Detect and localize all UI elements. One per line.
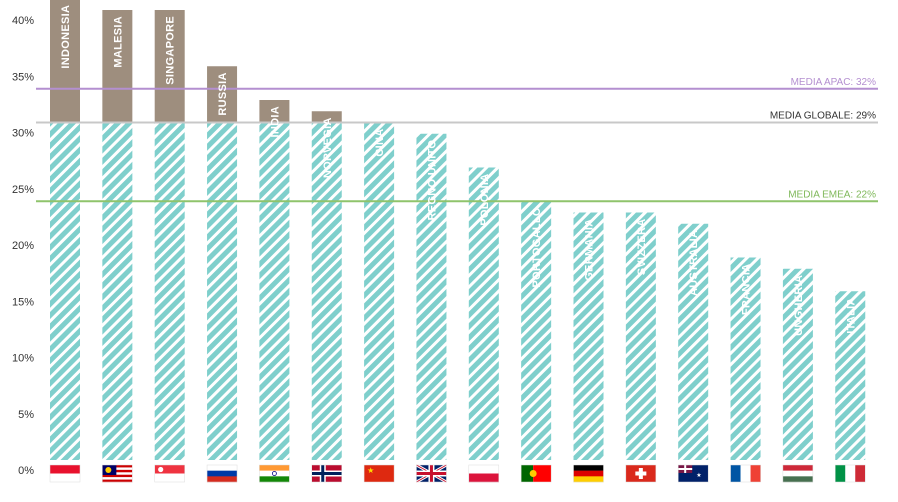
bar-norvegia — [311, 122, 342, 460]
bar-polonia — [468, 167, 499, 460]
y-tick-label: 15% — [12, 296, 34, 308]
flags-group: ★★ — [49, 463, 866, 484]
bar-regno-unito — [416, 133, 447, 460]
bar-top-segment — [50, 0, 80, 123]
bar-label: MALESIA — [112, 16, 124, 68]
bar-label: SVIZZERA — [636, 219, 648, 276]
bar-label: ITALIA — [845, 297, 857, 333]
bar-label: RUSSIA — [217, 72, 229, 115]
bar-portogallo — [521, 201, 552, 460]
bar-svizzera — [625, 212, 656, 460]
bar-label: INDIA — [269, 106, 281, 137]
svg-text:★: ★ — [367, 466, 374, 475]
uk-flag-icon — [415, 463, 448, 484]
france-flag-icon — [730, 464, 761, 483]
bar-malesia — [102, 122, 133, 460]
bar-label: SINGAPORE — [165, 16, 177, 85]
bar-germania — [573, 212, 604, 460]
reference-line-label: MEDIA GLOBALE: 29% — [770, 111, 876, 122]
bar-label: AUSTRALIA — [688, 230, 700, 296]
bar-top-segment — [154, 10, 185, 123]
bar-labels-group: INDONESIA MALESIA SINGAPORE RUSSIA INDIA NORV… — [60, 5, 857, 336]
portugal-flag-icon — [520, 464, 552, 483]
y-tick-label: 0% — [18, 465, 34, 477]
poland-flag-icon — [468, 464, 500, 483]
svg-text:★: ★ — [696, 472, 701, 479]
reference-line-label: MEDIA EMEA: 22% — [788, 189, 876, 200]
bar-india — [259, 122, 290, 460]
bar-label: FRANCIA — [741, 264, 753, 316]
reference-lines: MEDIA APAC: 32% MEDIA GLOBALE: 29% MEDIA E… — [36, 77, 878, 203]
bar-indonesia — [50, 122, 80, 460]
bar-label: REGNO UNITO — [426, 140, 438, 221]
y-axis: 0% 5% 10% 15% 20% 25% 30% 35% 40% — [12, 15, 34, 477]
bar-label: PORTOGALLO — [531, 207, 543, 288]
bar-label: CINA — [374, 129, 386, 157]
bar-top-segment — [207, 66, 238, 123]
bar-top-segment — [259, 100, 290, 123]
y-tick-label: 40% — [12, 15, 34, 27]
bar-label: POLONIA — [479, 174, 491, 226]
y-tick-label: 30% — [12, 128, 34, 140]
y-tick-label: 20% — [12, 240, 34, 252]
y-tick-label: 25% — [12, 184, 34, 196]
india-flag-icon — [259, 464, 290, 483]
italy-flag-icon — [835, 464, 866, 483]
bar-francia — [730, 257, 761, 460]
norway-flag-icon — [311, 464, 342, 483]
switzerland-flag-icon — [625, 464, 657, 483]
bar-cina — [364, 122, 395, 460]
singapore-flag-icon — [154, 464, 185, 483]
bar-australia — [678, 223, 709, 460]
bar-singapore — [154, 122, 185, 460]
bar-top-segment — [311, 111, 342, 123]
malaysia-flag-icon — [102, 464, 133, 483]
bar-ungheria — [782, 268, 813, 460]
germany-flag-icon — [573, 464, 604, 483]
indonesia-flag-icon — [49, 464, 81, 483]
russia-flag-icon — [206, 464, 238, 483]
bar-label: UNGHERIA — [793, 275, 805, 336]
australia-flag-icon: ★ — [677, 464, 709, 483]
bar-russia — [207, 122, 238, 460]
bar-label: GERMANIA — [584, 219, 596, 281]
y-tick-label: 5% — [18, 409, 34, 421]
bars-group — [50, 0, 866, 460]
y-tick-label: 35% — [12, 71, 34, 83]
bar-label: INDONESIA — [60, 5, 72, 69]
bar-label: NORVEGIA — [322, 117, 334, 178]
y-tick-label: 10% — [12, 353, 34, 365]
bar-top-segment — [102, 10, 133, 123]
hungary-flag-icon — [782, 464, 814, 483]
china-flag-icon: ★ — [363, 464, 395, 483]
bar-italia — [835, 291, 866, 460]
reference-line-label: MEDIA APAC: 32% — [791, 77, 877, 88]
